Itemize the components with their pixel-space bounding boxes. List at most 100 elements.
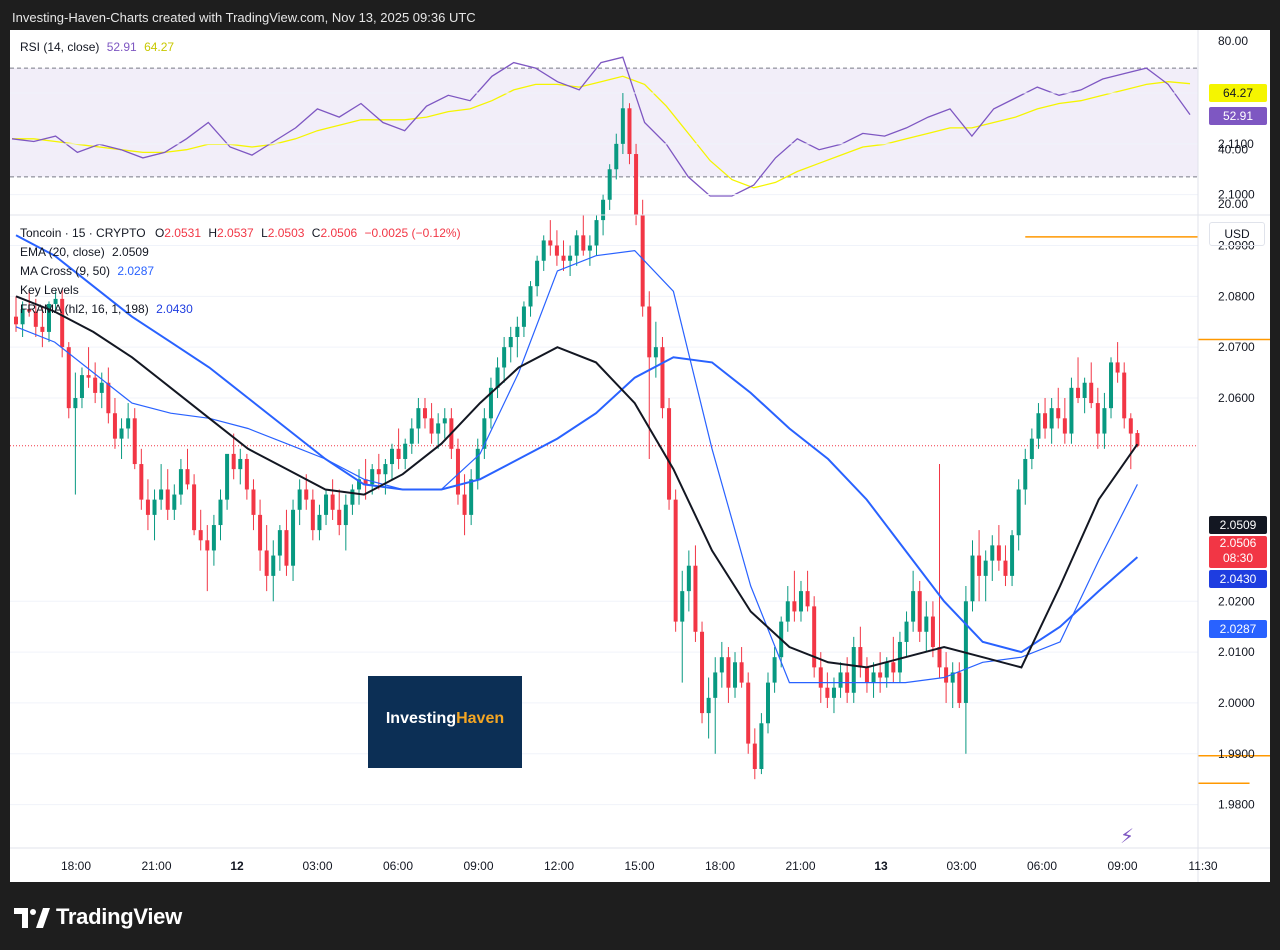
- candle-body: [112, 413, 117, 439]
- candle-body: [126, 418, 131, 429]
- candle-body: [1102, 408, 1107, 434]
- candle-body: [700, 631, 705, 714]
- ma-cross-legend[interactable]: MA Cross (9, 50) 2.0287: [20, 264, 154, 278]
- currency-button[interactable]: USD: [1209, 222, 1265, 246]
- candle-body: [383, 464, 388, 475]
- candle-body: [686, 565, 691, 592]
- candle-body: [357, 479, 362, 490]
- chart-credit-title: Investing-Haven-Charts created with Trad…: [12, 10, 476, 25]
- candle-body: [416, 408, 421, 429]
- time-tick-label: 18:00: [61, 859, 91, 873]
- candle-body: [884, 662, 889, 678]
- open-value: 2.0531: [164, 226, 201, 240]
- candle-body: [805, 591, 810, 607]
- frama-axis-tag: 2.0430: [1209, 570, 1267, 588]
- price-tick-label: 1.9900: [1218, 747, 1255, 761]
- candle-body: [1109, 362, 1114, 409]
- candle-body: [1049, 408, 1054, 429]
- candle-body: [304, 489, 309, 500]
- candle-body: [502, 347, 507, 368]
- candle-body: [159, 489, 164, 500]
- candle-body: [79, 375, 84, 398]
- candle-body: [620, 108, 625, 144]
- ema-line: [15, 295, 1139, 669]
- high-value: 2.0537: [217, 226, 254, 240]
- candle-body: [766, 682, 770, 724]
- candle-body: [46, 303, 51, 332]
- low-value: 2.0503: [267, 226, 305, 240]
- candle-body: [983, 560, 988, 576]
- candle-body: [924, 616, 929, 632]
- rsi-ma-legend-value: 64.27: [144, 40, 175, 54]
- close-label: C: [311, 226, 321, 240]
- candle-body: [891, 662, 896, 673]
- candle-body: [436, 423, 441, 434]
- candle-body: [1082, 382, 1087, 398]
- candle-body: [772, 657, 777, 683]
- candle-body: [1003, 560, 1008, 576]
- ma-cross-legend-label: MA Cross (9, 50): [20, 264, 111, 278]
- candle-body: [106, 382, 111, 414]
- candle-body: [1115, 362, 1120, 373]
- candle-body: [284, 530, 289, 566]
- open-label: O: [154, 226, 165, 240]
- candle-body: [370, 469, 375, 485]
- candle-body: [40, 326, 45, 332]
- candle-body: [53, 298, 58, 304]
- candle-body: [831, 687, 836, 698]
- candle-body: [970, 555, 975, 602]
- candle-body: [812, 606, 817, 668]
- price-tick-label: 2.0100: [1218, 645, 1255, 659]
- candle-body: [587, 245, 592, 251]
- candle-body: [818, 667, 823, 688]
- rsi-pane: [10, 56, 1198, 197]
- frama-legend-value: 2.0430: [156, 302, 193, 316]
- ema-legend-value: 2.0509: [112, 245, 149, 259]
- candle-body: [205, 540, 210, 551]
- rsi-axis-tag: 52.91: [1209, 107, 1267, 125]
- change-value: −0.0025 (−0.12%): [364, 226, 461, 240]
- candle-body: [930, 616, 935, 648]
- price-tick-label: 2.0800: [1218, 289, 1255, 303]
- candle-body: [607, 169, 612, 200]
- candle-body: [739, 662, 744, 683]
- rsi-legend[interactable]: RSI (14, close) 52.91 64.27: [20, 40, 174, 54]
- logo-text-investing: Investing: [385, 710, 457, 727]
- candle-body: [614, 143, 619, 170]
- candle-body: [574, 235, 579, 256]
- candle-body: [324, 494, 329, 515]
- footer-bar: TradingView: [0, 882, 1280, 950]
- candle-body: [422, 408, 427, 419]
- candle-body: [330, 494, 335, 510]
- candle-body: [858, 647, 863, 668]
- candle-body: [673, 499, 678, 622]
- time-tick-label: 09:00: [1107, 859, 1137, 873]
- candle-body: [825, 687, 830, 698]
- chart-frame[interactable]: 80.0060.0040.0020.002.12002.11002.10002.…: [10, 30, 1270, 882]
- candle-body: [192, 484, 197, 531]
- candle-body: [317, 514, 322, 531]
- candle-body: [429, 418, 434, 434]
- candle-body: [1062, 418, 1067, 434]
- chart-canvas[interactable]: 80.0060.0040.0020.002.12002.11002.10002.…: [10, 30, 1270, 882]
- frama-legend[interactable]: FRAMA (hl2, 16, 1, 198) 2.0430: [20, 302, 193, 316]
- ema-legend-label: EMA (20, close): [20, 245, 105, 259]
- price-legend-ohlc[interactable]: Toncoin · 15 · CRYPTO O2.0531 H2.0537 L2…: [20, 226, 461, 240]
- key-levels-legend-label: Key Levels: [20, 283, 79, 297]
- candle-body: [798, 591, 803, 612]
- time-tick-label: 09:00: [463, 859, 493, 873]
- candle-body: [733, 662, 738, 688]
- candle-body: [601, 199, 606, 221]
- lightning-icon[interactable]: ⚡: [1120, 826, 1135, 848]
- candle-body: [878, 672, 883, 678]
- candle-body: [20, 309, 25, 325]
- candle-body: [713, 672, 718, 698]
- candle-body: [343, 504, 348, 526]
- investinghaven-logo: InvestingHaven: [368, 676, 522, 768]
- candle-body: [627, 108, 632, 155]
- ema-legend[interactable]: EMA (20, close) 2.0509: [20, 245, 149, 259]
- candle-body: [634, 154, 639, 216]
- candle-body: [911, 591, 916, 622]
- key-levels-legend[interactable]: Key Levels: [20, 283, 79, 297]
- price-tick-label: 2.0200: [1218, 594, 1255, 608]
